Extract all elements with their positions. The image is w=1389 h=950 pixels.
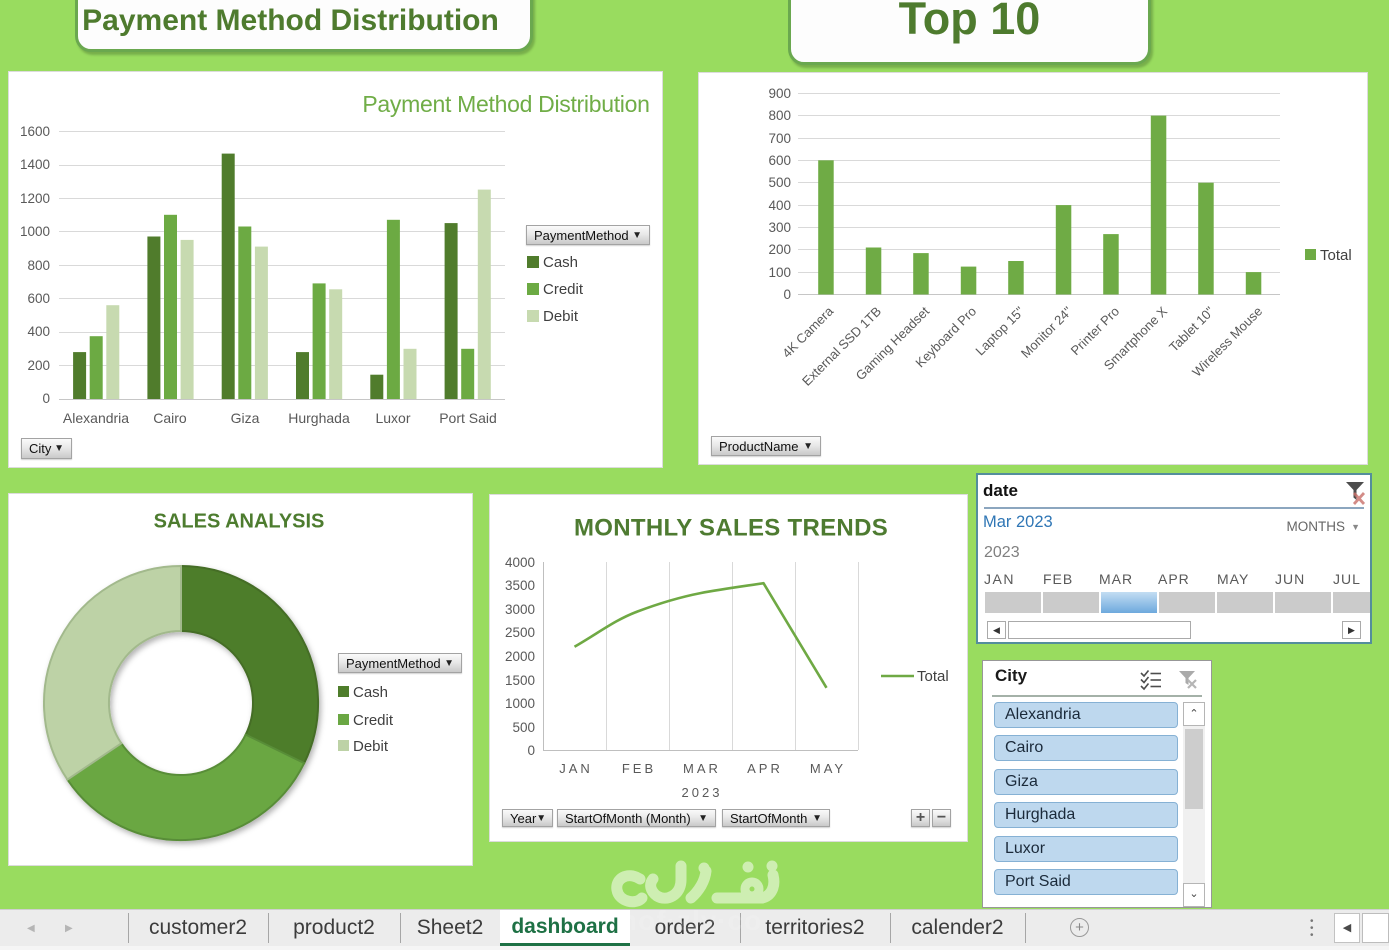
svg-text:Alexandria: Alexandria <box>63 410 129 426</box>
svg-text:0: 0 <box>527 743 535 758</box>
svg-text:Cash: Cash <box>543 254 578 271</box>
svg-text:4000: 4000 <box>505 555 535 570</box>
svg-text:1200: 1200 <box>20 191 50 206</box>
svg-text:1400: 1400 <box>20 157 50 172</box>
svg-text:600: 600 <box>768 153 791 168</box>
svg-text:1500: 1500 <box>505 673 535 688</box>
svg-text:Credit: Credit <box>543 281 584 298</box>
svg-text:MAR: MAR <box>683 761 721 776</box>
svg-text:FEB: FEB <box>622 761 656 776</box>
svg-text:400: 400 <box>27 324 50 339</box>
svg-text:300: 300 <box>768 220 791 235</box>
svg-text:900: 900 <box>768 86 791 101</box>
svg-text:500: 500 <box>768 175 791 190</box>
svg-text:Total: Total <box>1320 247 1352 264</box>
svg-text:2500: 2500 <box>505 625 535 640</box>
svg-text:3500: 3500 <box>505 578 535 593</box>
svg-text:MAY: MAY <box>810 761 846 776</box>
svg-text:SALES ANALYSIS: SALES ANALYSIS <box>154 511 325 533</box>
svg-text:Hurghada: Hurghada <box>288 410 350 426</box>
svg-text:2000: 2000 <box>505 649 535 664</box>
svg-text:Cairo: Cairo <box>153 410 187 426</box>
svg-text:1000: 1000 <box>20 224 50 239</box>
svg-text:500: 500 <box>512 720 535 735</box>
svg-text:Port Said: Port Said <box>439 410 497 426</box>
svg-text:Giza: Giza <box>231 410 260 426</box>
svg-text:200: 200 <box>27 358 50 373</box>
svg-text:Cash: Cash <box>353 684 388 701</box>
svg-text:1000: 1000 <box>505 696 535 711</box>
svg-text:APR: APR <box>747 761 783 776</box>
svg-text:Monitor 24": Monitor 24" <box>1018 303 1076 361</box>
svg-text:Total: Total <box>917 668 949 685</box>
svg-text:JAN: JAN <box>559 761 593 776</box>
svg-text:400: 400 <box>768 198 791 213</box>
svg-text:MONTHLY SALES TRENDS: MONTHLY SALES TRENDS <box>574 515 888 542</box>
svg-text:Luxor: Luxor <box>375 410 410 426</box>
svg-text:1600: 1600 <box>20 124 50 139</box>
svg-text:2023: 2023 <box>682 785 723 800</box>
svg-text:100: 100 <box>768 265 791 280</box>
svg-text:Debit: Debit <box>353 738 389 755</box>
svg-text:Debit: Debit <box>543 308 579 325</box>
svg-text:3000: 3000 <box>505 602 535 617</box>
svg-text:800: 800 <box>768 108 791 123</box>
svg-text:700: 700 <box>768 131 791 146</box>
svg-text:800: 800 <box>27 258 50 273</box>
svg-text:600: 600 <box>27 291 50 306</box>
svg-text:Credit: Credit <box>353 712 394 729</box>
svg-text:0: 0 <box>783 287 791 302</box>
svg-text:0: 0 <box>42 391 50 406</box>
svg-text:200: 200 <box>768 242 791 257</box>
svg-text:Payment Method Distribution: Payment Method Distribution <box>362 91 649 117</box>
